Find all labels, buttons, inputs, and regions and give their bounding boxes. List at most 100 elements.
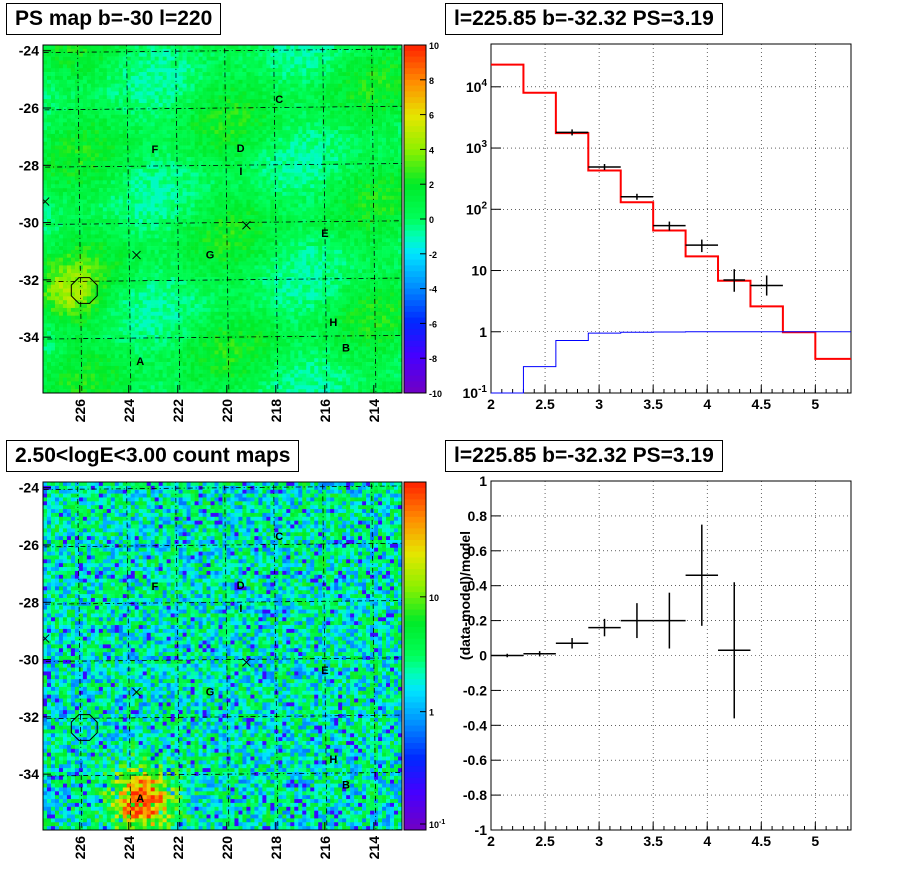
ps-heatmap-cell [170, 292, 175, 297]
ps-heatmap-cell [190, 219, 195, 224]
ps-heatmap-cell [234, 350, 239, 355]
ps-heatmap-cell [178, 130, 183, 135]
ps-heatmap-cell [254, 195, 259, 200]
ps-heatmap-cell [154, 180, 159, 185]
ps-heatmap-cell [122, 292, 128, 297]
ps-heatmap-cell [230, 83, 235, 88]
ps-heatmap-cell [110, 87, 116, 92]
ps-heatmap-cell [214, 157, 219, 162]
ps-heatmap-cell [238, 203, 243, 208]
ps-heatmap-cell [70, 103, 76, 108]
ps-heatmap-cell [170, 304, 175, 309]
ps-heatmap-cell [110, 296, 116, 301]
ps-heatmap-cell [198, 307, 203, 313]
ps-heatmap-cell [78, 79, 84, 84]
ps-heatmap-cell [186, 56, 191, 61]
ps-heatmap-cell [54, 56, 60, 61]
ps-heatmap-cell [218, 311, 223, 316]
ps-heatmap-cell [210, 234, 215, 239]
ps-heatmap-cell [90, 373, 96, 378]
ps-heatmap-cell [258, 327, 263, 332]
ps-heatmap-cell [202, 385, 207, 390]
ps-heatmap-cell [214, 369, 219, 374]
ps-heatmap-cell [142, 246, 148, 251]
ps-heatmap-cell [162, 304, 167, 309]
ps-heatmap-cell [234, 246, 239, 251]
ps-heatmap-cell [46, 249, 52, 255]
ps-heatmap-cell [150, 118, 155, 123]
ps-heatmap-cell [106, 389, 112, 393]
ps-heatmap-cell [250, 157, 255, 162]
ps-heatmap-cell [146, 211, 151, 216]
ps-heatmap-cell [50, 199, 56, 204]
ps-heatmap-cell [54, 369, 60, 374]
ps-heatmap-cell [54, 230, 60, 235]
ps-heatmap-cell [86, 319, 92, 324]
ps-heatmap-cell [254, 114, 259, 119]
ps-heatmap-cell [118, 261, 124, 266]
ps-heatmap-cell [114, 269, 120, 274]
ps-heatmap-cell [234, 338, 239, 344]
ps-heatmap-cell [142, 215, 148, 220]
ps-heatmap-cell [242, 222, 247, 228]
ps-heatmap-cell [54, 338, 60, 344]
ps-heatmap-cell [214, 300, 219, 305]
ps-heatmap-cell [258, 157, 263, 162]
ps-heatmap-cell [150, 157, 155, 162]
ps-heatmap-cell [178, 365, 183, 371]
ps-heatmap-cell [182, 246, 187, 251]
ps-heatmap-cell [250, 219, 255, 224]
ps-heatmap-cell [238, 106, 243, 112]
ps-heatmap-cell [102, 354, 108, 359]
ps-heatmap-cell [66, 280, 72, 286]
ps-heatmap-cell [186, 304, 191, 309]
ps-heatmap-cell [162, 91, 167, 96]
ps-heatmap-cell [194, 122, 199, 127]
ps-heatmap-cell [94, 161, 100, 166]
ps-heatmap-cell [98, 226, 104, 231]
ps-heatmap-cell [246, 137, 251, 142]
ps-heatmap-cell [234, 385, 239, 390]
ps-heatmap-cell [150, 249, 155, 255]
ps-heatmap-cell [190, 199, 195, 204]
ps-heatmap-cell [138, 188, 144, 193]
ps-heatmap-cell [58, 315, 64, 320]
ps-heatmap-cell [226, 238, 231, 243]
ps-heatmap-cell [222, 95, 227, 100]
ps-heatmap-cell [102, 292, 108, 297]
ps-heatmap-cell [202, 176, 207, 181]
ps-heatmap-cell [94, 207, 100, 212]
ps-heatmap-cell [43, 354, 48, 359]
ps-heatmap-cell [178, 45, 183, 50]
ps-heatmap-cell [246, 106, 251, 112]
ps-heatmap-cell [214, 342, 219, 347]
ps-heatmap-cell [166, 296, 171, 301]
ps-heatmap-cell [122, 68, 128, 73]
ps-heatmap-cell [58, 385, 64, 390]
ps-heatmap-cell [230, 222, 235, 228]
ps-heatmap-cell [146, 234, 151, 239]
ps-heatmap-cell [70, 234, 76, 239]
ps-heatmap-cell [130, 172, 136, 177]
ps-heatmap-cell [242, 83, 247, 88]
ps-heatmap-cell [94, 222, 100, 228]
ps-heatmap-cell [110, 153, 116, 158]
ps-heatmap-cell [194, 385, 199, 390]
ps-heatmap-cell [234, 211, 239, 216]
ps-heatmap-cell [130, 307, 136, 313]
ps-heatmap-cell [146, 145, 151, 150]
ps-heatmap-cell [146, 238, 151, 243]
ps-heatmap-cell [102, 273, 108, 278]
ps-heatmap-cell [78, 365, 84, 371]
ps-heatmap-cell [222, 350, 227, 355]
ps-heatmap-cell [222, 153, 227, 158]
ps-heatmap-cell [118, 133, 124, 139]
ps-heatmap-cell [114, 365, 120, 371]
ps-heatmap-cell [190, 180, 195, 185]
ps-heatmap-cell [58, 191, 64, 197]
ps-heatmap-cell [54, 211, 60, 216]
ps-heatmap-cell [174, 130, 179, 135]
ps-heatmap-cell [94, 265, 100, 270]
ps-heatmap-cell [74, 385, 80, 390]
ps-heatmap-cell [194, 199, 199, 204]
